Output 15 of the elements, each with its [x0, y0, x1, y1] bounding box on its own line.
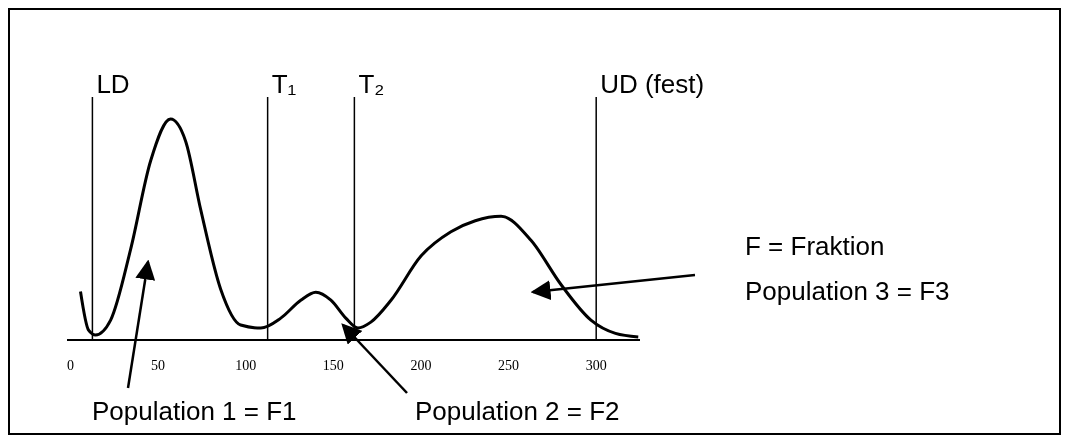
ref-line-label: T₁ [271, 69, 297, 99]
ref-line-label: T₂ [358, 69, 385, 99]
x-tick-label: 50 [151, 357, 166, 373]
x-tick-label: 300 [585, 357, 607, 373]
text: F = Fraktion [745, 231, 885, 261]
x-tick-label: 100 [235, 357, 257, 373]
text: Population 2 = F2 [415, 396, 620, 426]
text: Population 1 = F1 [92, 396, 297, 426]
x-tick-label: 200 [410, 357, 432, 373]
ref-line-label: UD (fest) [600, 69, 705, 99]
ref-line-label: LD [96, 69, 130, 99]
text: Population 3 = F3 [745, 276, 950, 306]
x-tick-label: 0 [67, 357, 74, 373]
x-tick-label: 150 [322, 357, 344, 373]
x-tick-label: 250 [498, 357, 520, 373]
